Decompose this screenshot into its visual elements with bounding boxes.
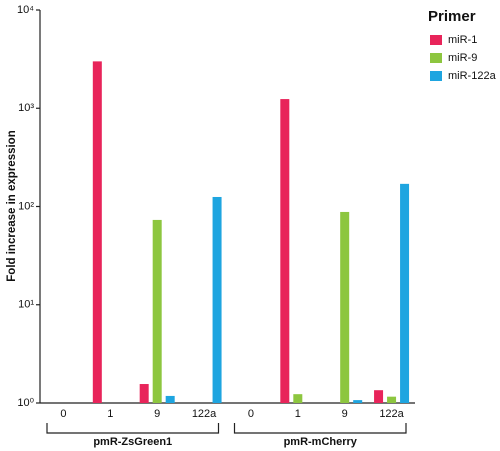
bar	[353, 400, 363, 403]
y-tick-label: 10³	[18, 102, 34, 114]
x-tick-label: 0	[60, 408, 66, 420]
y-axis-label: Fold increase in expression	[6, 130, 18, 281]
x-tick-label: 122a	[192, 408, 217, 420]
group-label: pmR-mCherry	[284, 436, 358, 448]
bar	[152, 219, 162, 403]
legend-title: Primer	[428, 8, 476, 25]
group-bracket	[46, 423, 220, 434]
bar	[139, 384, 149, 403]
bar	[374, 390, 384, 403]
bar	[280, 99, 290, 403]
x-tick-label: 1	[107, 408, 113, 420]
group-label: pmR-ZsGreen1	[93, 436, 172, 448]
bar	[387, 396, 397, 403]
bar	[293, 394, 303, 403]
x-tick-label: 122a	[379, 408, 404, 420]
x-tick-label: 9	[154, 408, 160, 420]
y-tick-label: 10⁰	[17, 397, 34, 409]
legend-swatch	[430, 35, 442, 45]
bar	[165, 395, 175, 403]
bar	[400, 183, 410, 403]
legend-label: miR-122a	[448, 70, 497, 82]
bar	[340, 211, 350, 403]
legend-label: miR-1	[448, 34, 477, 46]
bar	[212, 196, 222, 403]
legend-swatch	[430, 53, 442, 63]
bar	[92, 61, 102, 404]
y-tick-label: 10²	[18, 200, 34, 212]
legend-swatch	[430, 71, 442, 81]
x-tick-label: 1	[295, 408, 301, 420]
group-bracket	[233, 423, 407, 434]
legend-label: miR-9	[448, 52, 477, 64]
x-tick-label: 0	[248, 408, 254, 420]
y-tick-label: 10⁴	[17, 4, 34, 16]
y-tick-label: 10¹	[18, 299, 34, 311]
x-tick-label: 9	[342, 408, 348, 420]
